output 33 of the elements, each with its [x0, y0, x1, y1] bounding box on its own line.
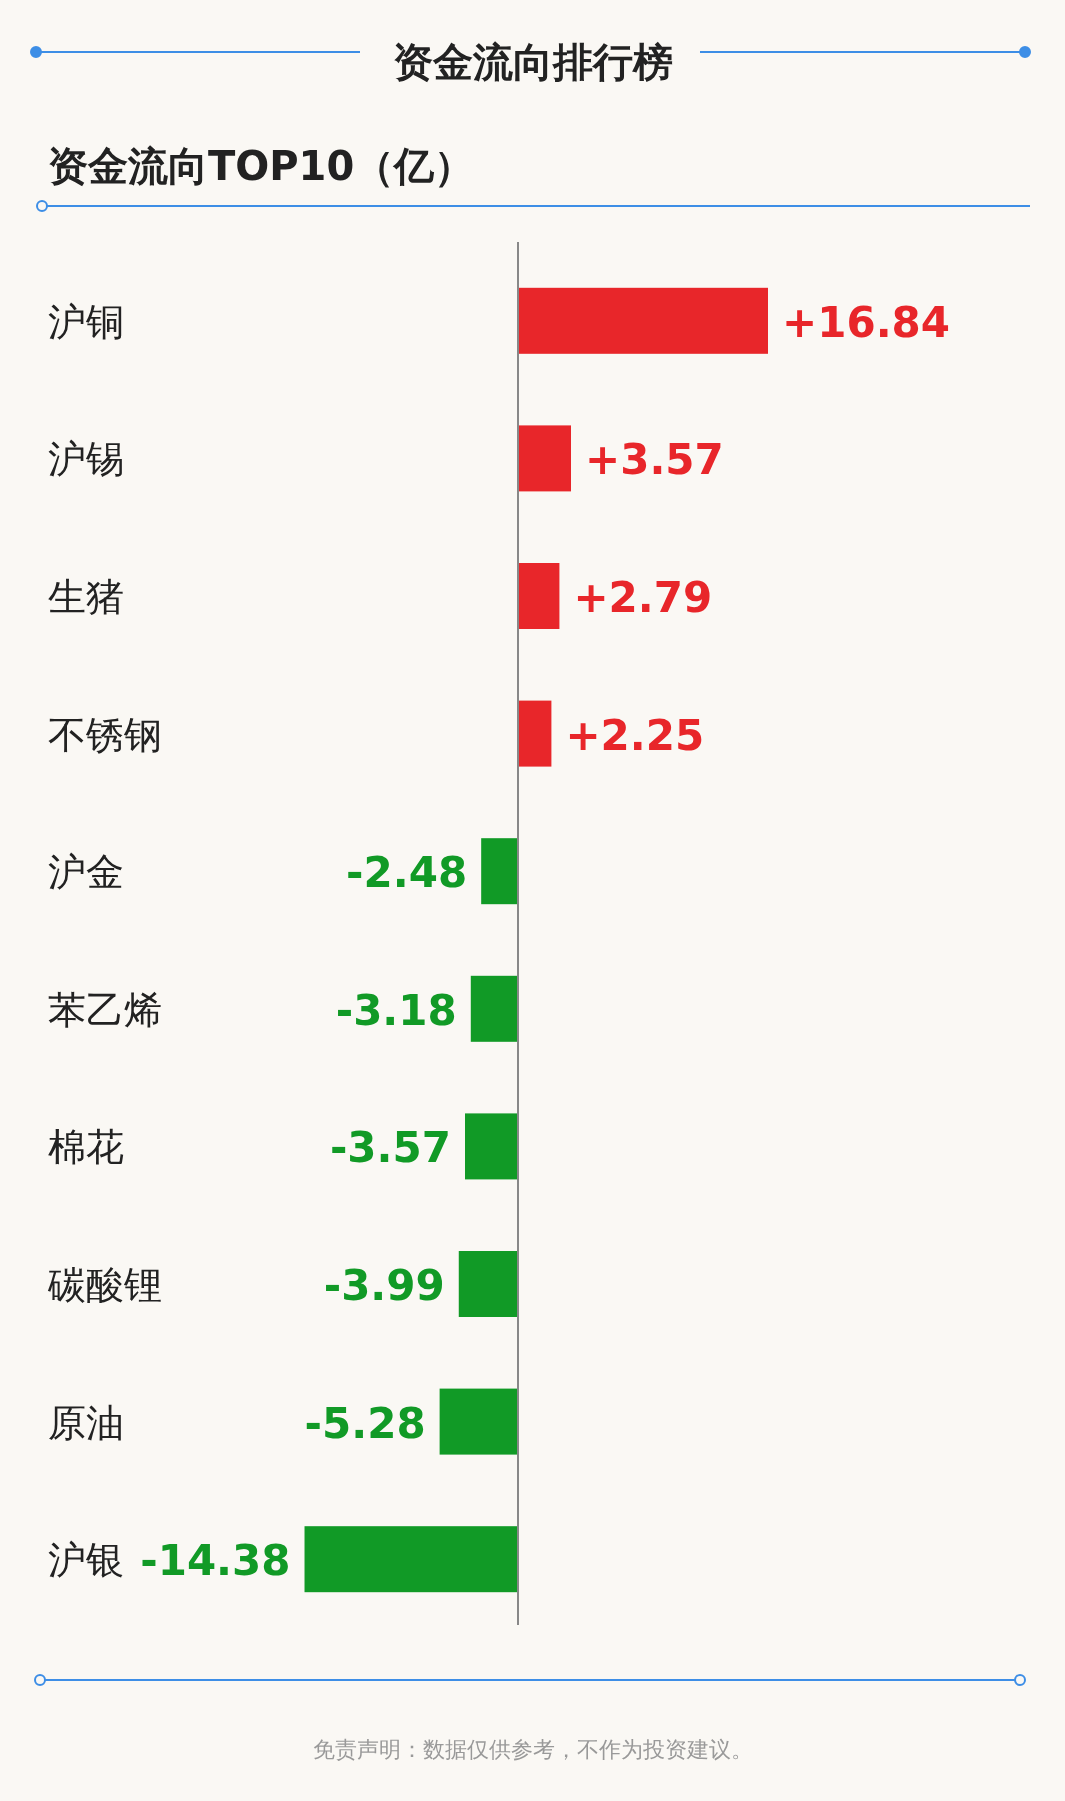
y-tick-label: 原油 — [48, 1400, 124, 1445]
data-label: -3.57 — [329, 1123, 451, 1173]
bar — [465, 1113, 518, 1180]
data-label: -5.28 — [304, 1398, 426, 1448]
text: 免责声明：数据仅供参考，不作为投资建议。 — [312, 1737, 753, 1762]
data-label: +3.57 — [585, 435, 724, 485]
data-label: +2.25 — [565, 710, 705, 760]
y-tick-label: 沪铜 — [48, 299, 124, 344]
y-tick-label: 沪银 — [48, 1538, 124, 1583]
y-tick-label: 沪锡 — [48, 437, 124, 482]
y-tick-label: 沪金 — [48, 850, 124, 895]
y-tick-label: 棉花 — [48, 1125, 124, 1170]
y-tick-label: 苯乙烯 — [48, 987, 162, 1032]
data-label: -14.38 — [140, 1536, 291, 1586]
bar — [481, 838, 518, 905]
y-tick-label: 生猪 — [48, 575, 124, 619]
data-label: -2.48 — [346, 848, 468, 898]
bar — [518, 700, 552, 767]
bar — [304, 1526, 518, 1593]
bar — [518, 425, 571, 492]
data-label: -3.99 — [323, 1261, 445, 1310]
y-tick-label: 碳酸锂 — [47, 1263, 162, 1307]
bar — [518, 287, 768, 354]
bar — [439, 1388, 518, 1455]
bar — [458, 1251, 518, 1317]
bar — [518, 563, 560, 629]
data-label: +2.79 — [573, 573, 713, 622]
chart-title: 资金流向排行榜 — [392, 39, 673, 85]
data-label: +16.84 — [782, 297, 951, 347]
data-label: -3.18 — [335, 985, 457, 1035]
bar — [470, 975, 518, 1042]
chart-subtitle: 资金流向TOP10（亿） — [48, 143, 475, 189]
y-tick-label: 不锈钢 — [48, 712, 162, 757]
